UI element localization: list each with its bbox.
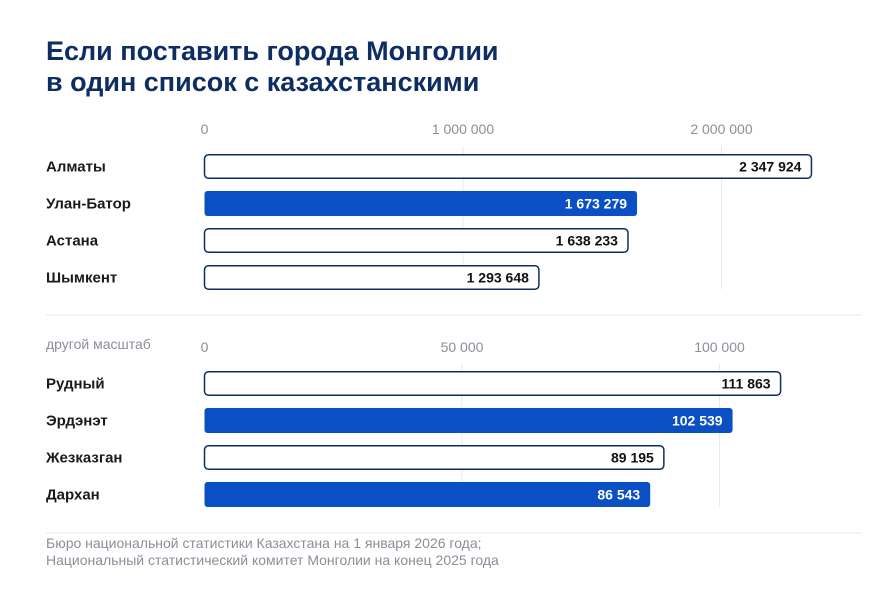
bar-highlight — [204, 482, 651, 507]
value-label: 102 539 — [672, 413, 723, 429]
bar — [203, 265, 540, 290]
category-label: Дархан — [46, 487, 100, 504]
bar — [203, 371, 782, 396]
category-label: Эрдэнэт — [46, 413, 108, 430]
category-label: Астана — [46, 233, 99, 250]
value-label: 1 293 648 — [467, 270, 529, 286]
value-label: 86 543 — [597, 487, 640, 503]
bar — [203, 154, 813, 179]
category-label: Рудный — [46, 376, 105, 393]
chart-title-line-2: в один список с казахстанскими — [46, 67, 480, 97]
bar — [203, 445, 665, 470]
category-label: Алматы — [46, 159, 106, 176]
category-label: Шымкент — [46, 270, 117, 287]
value-label: 89 195 — [611, 450, 654, 466]
tick-label: 1 000 000 — [432, 121, 494, 137]
bar-highlight — [204, 191, 638, 216]
tick-label: 2 000 000 — [690, 121, 752, 137]
tick-label: 50 000 — [441, 339, 484, 355]
tick-label: 0 — [201, 121, 209, 137]
tick-label: 100 000 — [694, 339, 745, 355]
value-label: 1 638 233 — [556, 233, 618, 249]
category-label: Жезказган — [45, 450, 123, 467]
value-label: 1 673 279 — [565, 196, 627, 212]
bar — [203, 228, 629, 253]
chart-title: Если поставить города Монголии в один сп… — [46, 36, 826, 98]
source-note: Бюро национальной статистики Казахстана … — [46, 535, 499, 569]
bar-highlight — [204, 408, 733, 433]
chart-title-line-1: Если поставить города Монголии — [46, 36, 499, 66]
source-line-2: Национальный статистический комитет Монг… — [46, 552, 499, 568]
tick-label: 0 — [201, 339, 209, 355]
chart-panel-1: 0 1 000 000 2 000 000 Алматы 2 347 924 Улан-Б… — [46, 121, 813, 290]
category-label: Улан-Батор — [46, 196, 131, 213]
chart-panel-2: 0 50 000 100 000 другой масштаб Рудный 111 86… — [45, 336, 782, 507]
source-line-1: Бюро национальной статистики Казахстана … — [46, 535, 482, 551]
scale-note: другой масштаб — [46, 336, 151, 352]
value-label: 2 347 924 — [739, 159, 801, 175]
value-label: 111 863 — [722, 376, 771, 392]
